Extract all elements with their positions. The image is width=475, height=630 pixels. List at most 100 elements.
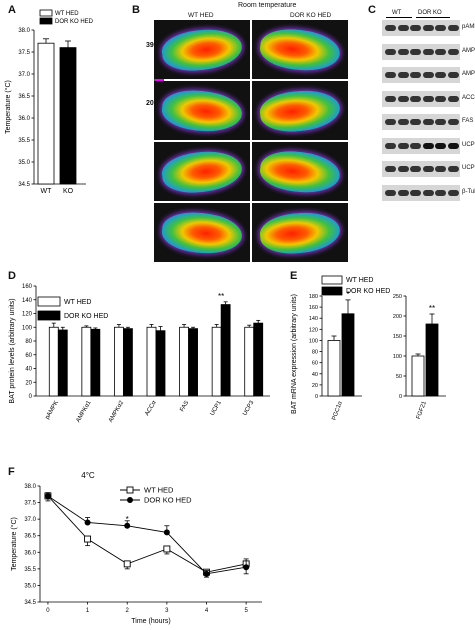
a-y-tick-label: 37.5 xyxy=(18,50,30,56)
f-y-tick-label: 34.5 xyxy=(24,600,36,606)
panel-label-e: E xyxy=(290,270,298,282)
blot-band xyxy=(385,72,396,78)
mouse-heat-signature xyxy=(160,25,244,75)
blot-band xyxy=(385,119,396,125)
e0-y-tick-label: 160 xyxy=(309,305,318,311)
blot-strip xyxy=(382,90,460,107)
d-y-tick-label: 40 xyxy=(25,367,32,373)
d-bar xyxy=(123,328,133,397)
d-x-tick-label: AMPKα1 xyxy=(75,399,92,423)
e-x-tick-label: PGC1α xyxy=(331,400,344,421)
blot-band xyxy=(447,95,459,102)
blot-band xyxy=(397,72,409,78)
panel-b: Room temperature WT HED DOR KO HED 39.3°… xyxy=(132,0,364,262)
d-x-tick-label: UCP1 xyxy=(210,399,224,416)
blot-band xyxy=(435,142,446,149)
f-x-axis-label: Time (hours) xyxy=(131,618,170,625)
blot-band xyxy=(410,72,421,78)
blot-band xyxy=(385,189,396,196)
blot-band xyxy=(447,166,459,172)
blot-band xyxy=(410,95,421,102)
blot-band xyxy=(385,95,396,102)
a-legend-label: WT HED xyxy=(55,11,79,17)
f-legend-label: WT HED xyxy=(144,486,174,495)
f-y-tick-label: 37.5 xyxy=(24,501,36,507)
blot-strip xyxy=(382,67,460,83)
mouse-heat-signature xyxy=(160,209,244,257)
panel-d-chart: 0 20 40 60 80 100 120 140 160 BAT protein levels … xyxy=(9,284,270,424)
a-bar xyxy=(59,47,77,185)
e-legend-swatch xyxy=(321,275,343,285)
blot-band xyxy=(397,166,409,172)
f-y-tick-label: 38.0 xyxy=(24,484,36,490)
e1-y-tick-label: 0 xyxy=(399,394,402,400)
blot-band xyxy=(422,72,434,78)
mouse-heat-signature xyxy=(258,209,342,257)
a-legend-label: DOR KO HED xyxy=(55,19,94,25)
thermal-image xyxy=(154,81,250,140)
blot-band xyxy=(435,189,446,196)
f-y-tick-label: 37.0 xyxy=(24,517,36,523)
blot-label: FAS xyxy=(462,118,474,124)
e-significance: * xyxy=(346,290,349,299)
blot-band xyxy=(435,25,446,31)
blot-strip xyxy=(382,43,460,60)
e-significance: ** xyxy=(429,304,435,313)
a-bar xyxy=(37,42,55,185)
a-y-tick-label: 34.5 xyxy=(18,182,30,188)
f-legend-label: DOR KO HED xyxy=(144,496,192,505)
thermal-image xyxy=(154,142,250,201)
panel-label-d: D xyxy=(8,270,16,282)
f-point xyxy=(84,519,91,526)
panel-label-f: F xyxy=(8,466,15,478)
panel-e-chart: BAT mRNA expression (arbitrary units) 0 20… xyxy=(291,275,446,421)
d-x-tick-label: ACCα xyxy=(144,400,158,417)
blot-label: pAMPK xyxy=(462,24,475,30)
a-y-tick-label: 38.0 xyxy=(18,28,30,34)
f-x-tick-label: 1 xyxy=(86,608,90,614)
d-legend-swatch xyxy=(37,296,61,307)
d-bar xyxy=(155,330,166,397)
blot-band xyxy=(410,48,421,55)
e-legend-label: WT HED xyxy=(346,277,373,284)
blot-band xyxy=(447,119,459,125)
blot-row: ACCα xyxy=(382,90,475,107)
f-y-tick-label: 35.5 xyxy=(24,567,36,573)
e0-y-tick-label: 100 xyxy=(309,338,318,344)
e-x-tick-label: FGF21 xyxy=(416,400,428,420)
d-y-tick-label: 100 xyxy=(22,325,33,331)
panel-c: WT DOR KO pAMPK AMPKα1 AMPKα2 ACCα FAS UCP1 UC… xyxy=(378,0,475,215)
f-x-tick-label: 3 xyxy=(165,608,169,614)
blot-row: AMPKα2 xyxy=(382,67,475,83)
f-y-tick-label: 35.0 xyxy=(24,583,36,589)
d-y-tick-label: 20 xyxy=(25,380,32,386)
f-x-tick-label: 0 xyxy=(46,608,50,614)
e1-y-tick-label: 250 xyxy=(393,294,402,300)
e1-y-tick-label: 150 xyxy=(393,334,402,340)
blot-band xyxy=(410,142,421,149)
blot-band xyxy=(397,48,409,55)
f-point xyxy=(243,564,250,571)
a-legend-swatch xyxy=(39,9,53,17)
blot-band xyxy=(410,25,421,31)
a-y-tick-label: 36.0 xyxy=(18,116,30,122)
blot-label: AMPKα1 xyxy=(462,47,475,54)
thermal-image xyxy=(252,203,348,262)
d-bar xyxy=(188,328,198,397)
panel-label-a: A xyxy=(8,4,16,16)
blot-band xyxy=(385,48,396,55)
e-legend-label: DOR KO HED xyxy=(346,288,390,295)
d-bar xyxy=(244,326,255,397)
blot-row: UCP1 xyxy=(382,137,475,154)
blot-row: β-Tubulin xyxy=(382,184,475,201)
thermal-image xyxy=(252,81,348,140)
a-y-tick-label: 35.0 xyxy=(18,160,30,166)
blot-strip xyxy=(382,161,460,177)
blot-band xyxy=(410,166,421,172)
f-y-tick-label: 36.5 xyxy=(24,534,36,540)
f-point xyxy=(163,545,171,553)
blot-band xyxy=(385,25,396,31)
a-y-axis-label: Temperature (°C) xyxy=(4,80,12,134)
d-y-tick-label: 140 xyxy=(22,298,33,304)
blot-strip xyxy=(382,114,460,130)
